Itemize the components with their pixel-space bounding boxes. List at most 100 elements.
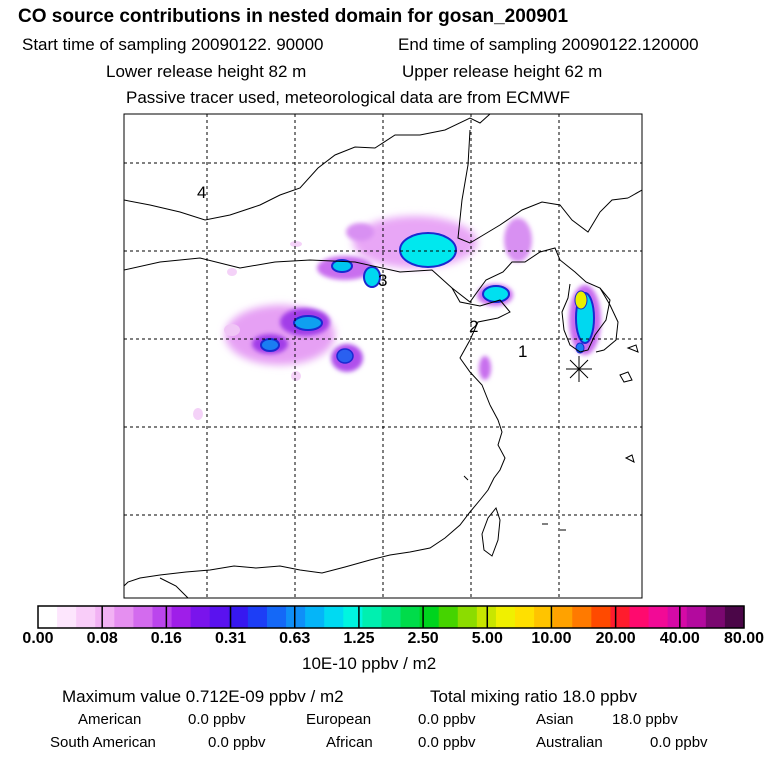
european-label: European [306, 711, 372, 728]
plume-faint [290, 241, 302, 247]
colorbar-tick-label: 40.00 [659, 630, 700, 647]
plume-faint [193, 408, 203, 420]
australian-value: 0.0 ppbv [650, 734, 708, 751]
colorbar-cell [629, 606, 650, 628]
total-mixing-ratio: Total mixing ratio 18.0 ppbv [430, 687, 637, 706]
plume-inner [331, 259, 353, 273]
colorbar-cell [419, 606, 440, 628]
region-number: 3 [378, 271, 387, 290]
colorbar-tick-label: 0.08 [86, 630, 118, 647]
maximum-value: Maximum value 0.712E-09 ppbv / m2 [62, 687, 344, 706]
colorbar-cell [553, 606, 573, 628]
plume-inner [293, 315, 323, 331]
colorbar-tick-label: 80.00 [723, 630, 765, 647]
colorbar-cell [190, 606, 211, 628]
colorbar-cell [209, 606, 230, 628]
colorbar-cell [57, 606, 77, 628]
plume-purple [346, 223, 374, 241]
colorbar-cell [705, 606, 726, 628]
south-american-label: South American [50, 734, 156, 751]
colorbar-cell [610, 606, 631, 628]
plume-purple-outer [479, 356, 491, 380]
american-value: 0.0 ppbv [188, 711, 246, 728]
plume-faint [224, 324, 240, 336]
colorbar-cell [133, 606, 154, 628]
island-small [619, 371, 633, 383]
plume-inner [399, 232, 457, 268]
plume-peak [574, 290, 588, 310]
coast-japan [627, 189, 642, 199]
page-title: CO source contributions in nested domain… [18, 6, 569, 27]
lower-release-label: Lower release height 82 m [106, 62, 307, 81]
coast-shandong [451, 287, 511, 406]
colorbar-tick-label: 0.00 [22, 630, 54, 647]
colorbar-cell [171, 606, 192, 628]
island-small [626, 344, 639, 353]
colorbar-cell [38, 606, 58, 628]
region-number: 4 [197, 183, 206, 202]
coast-bohai [124, 247, 611, 353]
australian-label: Australian [536, 734, 603, 751]
colorbar-cell [343, 606, 363, 628]
colorbar-cell [648, 606, 669, 628]
colorbar-tick-label: 0.31 [214, 630, 247, 647]
plume-faint [227, 268, 237, 276]
colorbar-unit-label: 10E-10 ppbv / m2 [302, 654, 437, 673]
end-time-label: End time of sampling 20090122.120000 [398, 35, 699, 54]
plume-inner [363, 266, 381, 288]
start-time-label: Start time of sampling 20090122. 90000 [22, 35, 324, 54]
border-northeast [457, 129, 629, 244]
american-label: American [78, 711, 142, 728]
map-frame [123, 113, 643, 599]
coast-hainan [159, 577, 189, 598]
colorbar-dividers [101, 606, 681, 628]
colorbar-cell [457, 606, 478, 628]
plume-faint [291, 371, 301, 381]
colorbar-cell [305, 606, 325, 628]
colorbar-cell [76, 606, 96, 628]
south-american-value: 0.0 ppbv [208, 734, 266, 751]
colorbar-cell [228, 606, 249, 628]
colorbar-tick-label: 10.00 [531, 630, 572, 647]
colorbar-cell [381, 606, 402, 628]
colorbar-cell [286, 606, 306, 628]
european-value: 0.0 ppbv [418, 711, 476, 728]
colorbar-cell [324, 606, 344, 628]
colorbar-tick-label: 2.50 [407, 630, 439, 647]
colorbar-frame [37, 605, 745, 629]
colorbar-tick-label: 20.00 [595, 630, 636, 647]
colorbar-tick-label: 0.63 [279, 630, 311, 647]
island-small [624, 454, 635, 463]
colorbar-cell [515, 606, 535, 628]
colorbar-cell [572, 606, 592, 628]
african-label: African [326, 734, 373, 751]
coast-korea-east [595, 287, 619, 353]
colorbar-cell [667, 606, 688, 628]
asterisk-icon [566, 356, 592, 382]
coastline-layer [124, 114, 642, 598]
colorbar-cell [438, 606, 459, 628]
colorbar-cell [114, 606, 134, 628]
colorbar-cell [247, 606, 268, 628]
colorbar-cell [266, 606, 287, 628]
colorbar-tick-label: 1.25 [343, 630, 375, 647]
colorbar-cell [495, 606, 516, 628]
asian-label: Asian [536, 711, 574, 728]
colorbar-cell [534, 606, 554, 628]
colorbar-cell [362, 606, 383, 628]
tracer-label: Passive tracer used, meteorological data… [126, 88, 571, 107]
colorbar-cell [591, 606, 612, 628]
plume-inner [336, 348, 354, 364]
colorbar-cell [152, 606, 173, 628]
upper-release-label: Upper release height 62 m [402, 62, 603, 81]
colorbar-cell [95, 606, 115, 628]
colorbar-cell [724, 606, 745, 628]
colorbar-cell [686, 606, 707, 628]
plume-inner [482, 285, 510, 303]
asian-value: 18.0 ppbv [612, 711, 678, 728]
colorbar-cells [38, 606, 745, 628]
colorbar-tick-label: 5.00 [471, 630, 503, 647]
colorbar-cell [400, 606, 421, 628]
